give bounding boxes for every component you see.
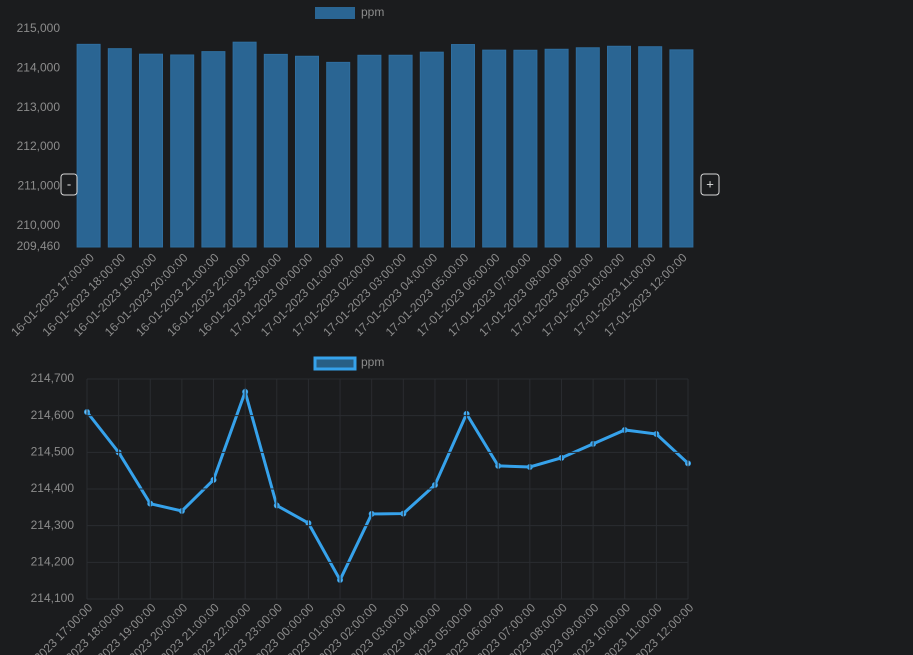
bar: [326, 61, 351, 248]
zoom-out-button[interactable]: -: [60, 173, 78, 196]
bar: [139, 53, 163, 248]
bar: [544, 48, 569, 248]
bar: [295, 55, 319, 248]
y-tick-label: 211,000: [18, 179, 61, 193]
y-tick-label: 215,000: [17, 21, 61, 35]
bar: [107, 48, 132, 248]
bar: [388, 54, 413, 248]
legend-label: ppm: [361, 5, 384, 19]
bar: [513, 49, 538, 248]
bar: [263, 53, 288, 248]
bar: [669, 49, 694, 248]
y-tick-label: 214,400: [31, 481, 75, 495]
zoom-in-button[interactable]: +: [700, 173, 720, 196]
bar: [482, 49, 507, 248]
y-tick-label: 209,460: [17, 239, 61, 253]
bar: [419, 51, 444, 248]
bar: [607, 45, 631, 248]
zoom-out-label[interactable]: -: [67, 176, 71, 191]
bar: [357, 54, 382, 248]
y-tick-label: 214,600: [31, 408, 75, 422]
bar: [575, 47, 600, 248]
zoom-in-frame[interactable]: [700, 173, 720, 196]
y-tick-label: 214,700: [31, 371, 75, 385]
zoom-out-frame[interactable]: [60, 173, 78, 196]
line: [85, 386, 690, 584]
zoom-in-label[interactable]: +: [706, 176, 714, 191]
y-tick-label: 214,200: [31, 555, 75, 569]
y-tick-label: 210,000: [17, 218, 61, 232]
y-tick-label: 214,100: [31, 591, 75, 605]
bar: [76, 43, 101, 248]
bar: [638, 46, 663, 248]
y-tick-label: 214,000: [17, 61, 61, 75]
bar: [201, 51, 226, 248]
bar: [170, 54, 195, 248]
y-tick-label: 212,000: [17, 139, 61, 153]
y-tick-label: 214,300: [31, 518, 75, 532]
y-tick-label: 214,500: [31, 445, 75, 459]
bar: [451, 44, 475, 248]
y-tick-label: 213,000: [17, 100, 61, 114]
bar: [232, 41, 257, 248]
legend-label: ppm: [361, 355, 384, 369]
legend-swatch: [315, 7, 355, 19]
legend-swatch: [313, 356, 357, 371]
